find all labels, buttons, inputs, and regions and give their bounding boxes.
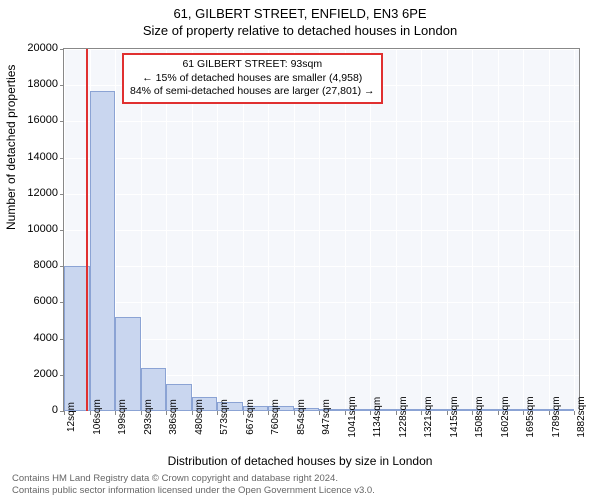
xtick-label: 854sqm — [296, 399, 307, 435]
xtick-mark — [447, 411, 448, 415]
xtick-label: 106sqm — [92, 399, 103, 435]
xtick-label: 293sqm — [143, 399, 154, 435]
xtick-label: 12sqm — [66, 402, 77, 432]
histogram-bar — [115, 317, 141, 411]
xtick-label: 573sqm — [219, 399, 230, 435]
ytick-label: 14000 — [18, 151, 58, 163]
xtick-label: 1415sqm — [449, 396, 460, 437]
ytick-label: 8000 — [18, 259, 58, 271]
xtick-label: 1228sqm — [398, 396, 409, 437]
xtick-mark — [421, 411, 422, 415]
xtick-label: 760sqm — [270, 399, 281, 435]
xtick-label: 386sqm — [168, 399, 179, 435]
footer-line1: Contains HM Land Registry data © Crown c… — [12, 473, 375, 484]
xtick-label: 480sqm — [194, 399, 205, 435]
xtick-mark — [370, 411, 371, 415]
ytick-label: 16000 — [18, 114, 58, 126]
xtick-mark — [396, 411, 397, 415]
chart-title-line1: 61, GILBERT STREET, ENFIELD, EN3 6PE — [0, 0, 600, 21]
ytick-label: 10000 — [18, 223, 58, 235]
chart-title-line2: Size of property relative to detached ho… — [0, 21, 600, 38]
xtick-label: 1882sqm — [576, 396, 587, 437]
xtick-mark — [64, 411, 65, 415]
xtick-label: 1134sqm — [372, 397, 383, 437]
xtick-mark — [549, 411, 550, 415]
info-line3: 84% of semi-detached houses are larger (… — [130, 85, 375, 99]
xtick-label: 199sqm — [117, 399, 128, 435]
xtick-mark — [472, 411, 473, 415]
ytick-label: 18000 — [18, 78, 58, 90]
grid-line-v — [396, 49, 397, 411]
xtick-label: 1789sqm — [551, 396, 562, 437]
xtick-mark — [243, 411, 244, 415]
xtick-mark — [574, 411, 575, 415]
histogram-bar — [90, 91, 115, 411]
xtick-mark — [192, 411, 193, 415]
grid-line-v — [523, 49, 524, 411]
property-info-box: 61 GILBERT STREET: 93sqm← 15% of detache… — [122, 53, 383, 104]
chart-plot-area: 61 GILBERT STREET: 93sqm← 15% of detache… — [63, 48, 580, 412]
grid-line-v — [574, 49, 575, 411]
footer-line2: Contains public sector information licen… — [12, 485, 375, 496]
xtick-mark — [268, 411, 269, 415]
grid-line-v — [421, 49, 422, 411]
xtick-mark — [345, 411, 346, 415]
ytick-label: 4000 — [18, 332, 58, 344]
ytick-label: 20000 — [18, 42, 58, 54]
xtick-label: 947sqm — [321, 399, 332, 435]
info-line1: 61 GILBERT STREET: 93sqm — [130, 58, 375, 72]
xtick-label: 1602sqm — [500, 396, 511, 437]
xtick-mark — [294, 411, 295, 415]
xtick-mark — [166, 411, 167, 415]
ytick-label: 0 — [18, 404, 58, 416]
grid-line-v — [447, 49, 448, 411]
xtick-label: 1321sqm — [423, 396, 434, 437]
ytick-label: 2000 — [18, 368, 58, 380]
grid-line-v — [549, 49, 550, 411]
ytick-label: 12000 — [18, 187, 58, 199]
ytick-label: 6000 — [18, 295, 58, 307]
y-axis-label: Number of detached properties — [4, 65, 18, 230]
xtick-mark — [141, 411, 142, 415]
xtick-mark — [115, 411, 116, 415]
xtick-mark — [319, 411, 320, 415]
xtick-mark — [90, 411, 91, 415]
xtick-mark — [523, 411, 524, 415]
xtick-mark — [498, 411, 499, 415]
x-axis-label: Distribution of detached houses by size … — [0, 454, 600, 468]
property-marker-line — [86, 49, 88, 411]
xtick-label: 1508sqm — [474, 396, 485, 437]
xtick-label: 667sqm — [245, 399, 256, 435]
footer-attribution: Contains HM Land Registry data © Crown c… — [12, 473, 375, 496]
xtick-mark — [217, 411, 218, 415]
info-line2: ← 15% of detached houses are smaller (4,… — [130, 72, 375, 86]
xtick-label: 1041sqm — [347, 396, 358, 437]
grid-line-v — [498, 49, 499, 411]
grid-line-v — [472, 49, 473, 411]
xtick-label: 1695sqm — [525, 396, 536, 437]
